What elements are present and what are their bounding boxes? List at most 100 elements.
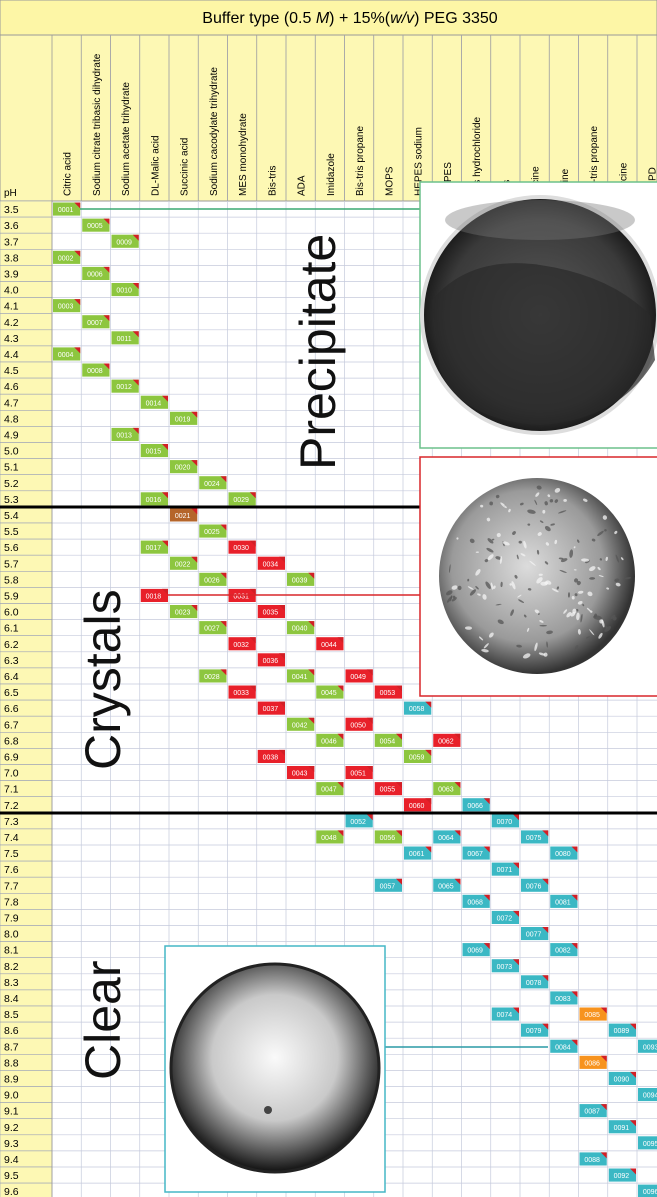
well-code: 0094	[643, 1093, 657, 1100]
ph-label: 8.5	[4, 1009, 19, 1021]
well-code: 0067	[467, 851, 483, 858]
title-part: ) + 15%(	[329, 10, 391, 27]
ph-label: 9.3	[4, 1138, 19, 1150]
well-code: 0055	[380, 787, 396, 794]
title-part: ) PEG 3350	[414, 10, 498, 27]
well-code: 0050	[350, 722, 366, 729]
well-code: 0070	[497, 819, 513, 826]
well-code: 0007	[87, 320, 103, 327]
well-code: 0013	[116, 432, 132, 439]
well-code: 0025	[204, 529, 220, 536]
well-code: 0035	[263, 610, 279, 617]
well-code: 0018	[146, 593, 162, 600]
well-code: 0058	[409, 706, 425, 713]
well-code: 0045	[321, 690, 337, 697]
ph-label: 6.9	[4, 751, 19, 763]
well-code: 0075	[526, 835, 542, 842]
ph-label: 8.3	[4, 977, 19, 989]
column-label: Sodium cacodylate trihydrate	[209, 67, 220, 196]
well-code: 0078	[526, 980, 542, 987]
column-label: MES monohydrate	[238, 113, 249, 196]
well-code: 0082	[555, 948, 571, 955]
title: Buffer type (0.5 M) + 15%(w/v) PEG 3350	[202, 10, 498, 27]
ph-label: 7.0	[4, 768, 19, 780]
well-code: 0006	[87, 271, 103, 278]
ph-label: 4.5	[4, 365, 19, 377]
column-label: Succinic acid	[180, 138, 191, 196]
column-label: MOPS	[384, 166, 395, 196]
well-code: 0091	[614, 1125, 630, 1132]
column-label: Imidazole	[326, 153, 337, 196]
ph-label: 3.5	[4, 204, 19, 216]
column-label: DL-Malic acid	[150, 135, 161, 196]
well-code: 0088	[584, 1157, 600, 1164]
well-code: 0057	[380, 883, 396, 890]
well-code: 0030	[233, 545, 249, 552]
well-code: 0074	[497, 1012, 513, 1019]
title-part: M	[316, 10, 330, 27]
well-code: 0086	[584, 1060, 600, 1067]
well-code: 0061	[409, 851, 425, 858]
well-code: 0038	[263, 754, 279, 761]
well-code: 0084	[555, 1044, 571, 1051]
well-code: 0005	[87, 223, 103, 230]
ph-label: 3.6	[4, 220, 19, 232]
well-code: 0076	[526, 883, 542, 890]
well-code: 0040	[292, 626, 308, 633]
ph-label: 5.3	[4, 494, 19, 506]
ph-label: 3.8	[4, 252, 19, 264]
well-code: 0020	[175, 465, 191, 472]
column-label: Bis-tris	[267, 165, 278, 196]
ph-label: 4.2	[4, 317, 19, 329]
well-code: 0039	[292, 577, 308, 584]
ph-label: 8.1	[4, 945, 19, 957]
ph-label: 6.1	[4, 623, 19, 635]
well-code: 0043	[292, 771, 308, 778]
well-code: 0080	[555, 851, 571, 858]
well-code: 0054	[380, 738, 396, 745]
well-code: 0022	[175, 561, 191, 568]
well-code: 0062	[438, 738, 454, 745]
well-code: 0008	[87, 368, 103, 375]
ph-label: 4.8	[4, 413, 19, 425]
well-code: 0047	[321, 787, 337, 794]
crystals-image	[420, 457, 657, 696]
well-code: 0068	[467, 899, 483, 906]
well-code: 0069	[467, 948, 483, 955]
well-code: 0096	[643, 1189, 657, 1196]
ph-label: 6.3	[4, 655, 19, 667]
well-code: 0060	[409, 803, 425, 810]
ph-label: 9.4	[4, 1154, 19, 1166]
well-code: 0037	[263, 706, 279, 713]
ph-label: 3.7	[4, 236, 19, 248]
ph-label: 5.2	[4, 478, 19, 490]
row-header: pH	[4, 188, 17, 199]
well-code: 0072	[497, 915, 513, 922]
well-code: 0056	[380, 835, 396, 842]
ph-label: 8.2	[4, 961, 19, 973]
well-code: 0017	[146, 545, 162, 552]
ph-label: 5.9	[4, 590, 19, 602]
well-code: 0051	[350, 771, 366, 778]
ph-label: 6.0	[4, 607, 19, 619]
well-code: 0071	[497, 867, 513, 874]
well-code: 0053	[380, 690, 396, 697]
ph-label: 7.7	[4, 880, 19, 892]
well-code: 0002	[58, 255, 74, 262]
ph-label: 5.5	[4, 526, 19, 538]
well-code: 0049	[350, 674, 366, 681]
ph-label: 5.0	[4, 446, 19, 458]
ph-label: 4.1	[4, 301, 19, 313]
well-code: 0065	[438, 883, 454, 890]
well-code: 0093	[643, 1044, 657, 1051]
region-label: Precipitate	[290, 234, 346, 470]
well-code: 0028	[204, 674, 220, 681]
well-code: 0059	[409, 754, 425, 761]
well-code: 0026	[204, 577, 220, 584]
column-label: Sodium citrate tribasic dihydrate	[92, 53, 103, 196]
ph-label: 8.6	[4, 1025, 19, 1037]
column-label: Sodium acetate trihydrate	[121, 82, 132, 196]
column-label: Citric acid	[63, 152, 74, 196]
well-code: 0063	[438, 787, 454, 794]
ph-label: 4.4	[4, 349, 19, 361]
